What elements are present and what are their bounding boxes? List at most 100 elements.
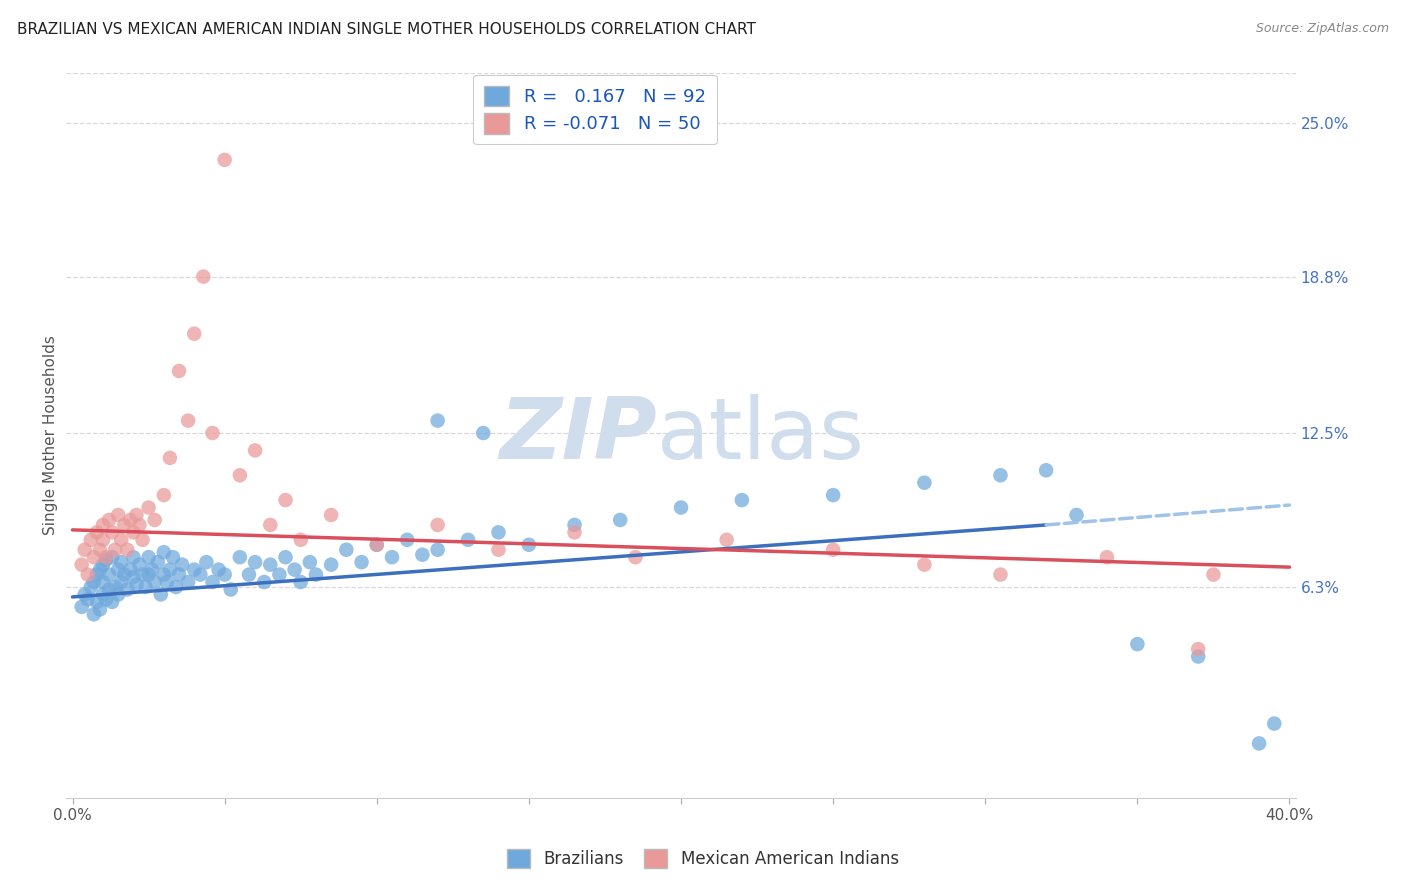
Point xyxy=(91,587,114,601)
Point xyxy=(83,607,105,622)
Point xyxy=(426,517,449,532)
Point xyxy=(298,555,321,569)
Point xyxy=(156,574,179,589)
Point xyxy=(1035,463,1057,477)
Point xyxy=(159,563,181,577)
Point xyxy=(91,574,114,589)
Point xyxy=(138,567,160,582)
Point xyxy=(107,563,129,577)
Point xyxy=(112,567,135,582)
Point xyxy=(193,269,215,284)
Point xyxy=(912,475,935,490)
Point xyxy=(188,567,211,582)
Point xyxy=(91,533,114,547)
Point xyxy=(94,552,117,566)
Point xyxy=(624,550,647,565)
Point xyxy=(120,563,142,577)
Point xyxy=(716,533,738,547)
Point xyxy=(321,508,343,522)
Point xyxy=(1126,637,1149,651)
Point xyxy=(1187,642,1209,657)
Point xyxy=(1066,508,1088,522)
Point xyxy=(1249,736,1271,750)
Point xyxy=(101,525,124,540)
Legend: R =   0.167   N = 92, R = -0.071   N = 50: R = 0.167 N = 92, R = -0.071 N = 50 xyxy=(474,75,717,145)
Point xyxy=(381,550,404,565)
Text: BRAZILIAN VS MEXICAN AMERICAN INDIAN SINGLE MOTHER HOUSEHOLDS CORRELATION CHART: BRAZILIAN VS MEXICAN AMERICAN INDIAN SIN… xyxy=(17,22,756,37)
Point xyxy=(107,508,129,522)
Text: Source: ZipAtlas.com: Source: ZipAtlas.com xyxy=(1256,22,1389,36)
Point xyxy=(177,574,200,589)
Point xyxy=(104,580,127,594)
Point xyxy=(98,582,121,597)
Point xyxy=(284,563,307,577)
Point xyxy=(122,550,145,565)
Point xyxy=(253,574,276,589)
Point xyxy=(207,563,229,577)
Point xyxy=(143,513,166,527)
Text: atlas: atlas xyxy=(657,394,865,477)
Point xyxy=(86,525,108,540)
Point xyxy=(243,443,266,458)
Point xyxy=(135,580,157,594)
Point xyxy=(128,517,150,532)
Point xyxy=(89,602,111,616)
Point xyxy=(89,542,111,557)
Point xyxy=(117,582,139,597)
Point xyxy=(91,517,114,532)
Point xyxy=(1187,649,1209,664)
Point xyxy=(990,468,1012,483)
Point xyxy=(101,550,124,565)
Point xyxy=(488,525,510,540)
Point xyxy=(350,555,373,569)
Point xyxy=(112,517,135,532)
Point xyxy=(426,414,449,428)
Point xyxy=(1263,716,1285,731)
Point xyxy=(110,555,132,569)
Point xyxy=(243,555,266,569)
Point xyxy=(564,517,586,532)
Point xyxy=(457,533,479,547)
Point xyxy=(564,525,586,540)
Point xyxy=(131,567,153,582)
Point xyxy=(91,558,114,572)
Point xyxy=(149,587,172,601)
Point xyxy=(76,592,98,607)
Point xyxy=(125,508,148,522)
Point xyxy=(138,550,160,565)
Point xyxy=(1202,567,1225,582)
Point xyxy=(131,533,153,547)
Point xyxy=(86,595,108,609)
Point xyxy=(290,533,312,547)
Point xyxy=(122,570,145,584)
Point xyxy=(823,542,845,557)
Point xyxy=(110,533,132,547)
Point xyxy=(73,587,96,601)
Point xyxy=(83,574,105,589)
Point xyxy=(305,567,328,582)
Point xyxy=(201,425,224,440)
Point xyxy=(214,153,236,167)
Point xyxy=(101,595,124,609)
Point xyxy=(128,558,150,572)
Point xyxy=(153,567,176,582)
Point xyxy=(125,577,148,591)
Point xyxy=(335,542,357,557)
Point xyxy=(98,513,121,527)
Point xyxy=(274,493,297,508)
Point xyxy=(1095,550,1118,565)
Point xyxy=(238,567,260,582)
Point xyxy=(990,567,1012,582)
Point xyxy=(195,555,218,569)
Point xyxy=(170,558,193,572)
Point xyxy=(98,567,121,582)
Point xyxy=(396,533,419,547)
Point xyxy=(823,488,845,502)
Point xyxy=(167,567,190,582)
Point xyxy=(259,517,281,532)
Point xyxy=(83,550,105,565)
Point xyxy=(104,542,127,557)
Point xyxy=(912,558,935,572)
Point xyxy=(229,550,252,565)
Point xyxy=(731,493,754,508)
